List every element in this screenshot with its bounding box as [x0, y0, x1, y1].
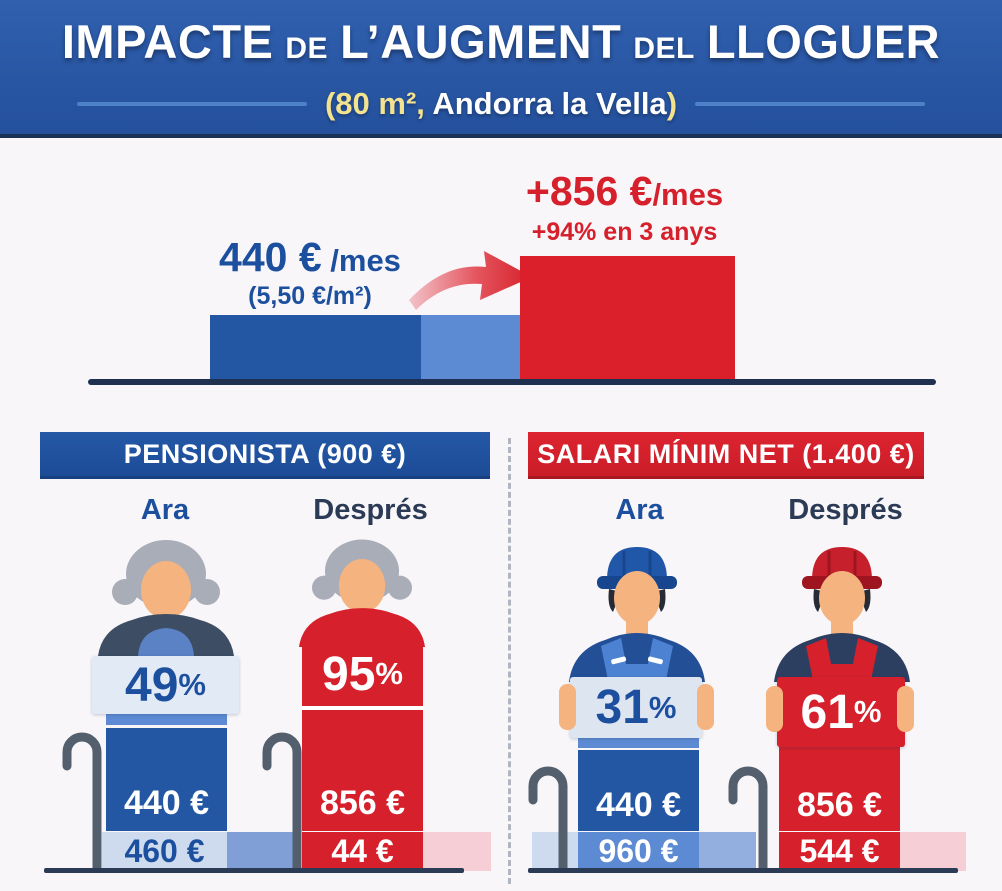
increase-arrow-icon [409, 251, 532, 310]
remaining-value: 460 € [124, 833, 205, 869]
percentage-value: 61 [800, 685, 854, 739]
salari-ara-band-extension-left [532, 832, 578, 871]
percentage-value: 95 [322, 647, 376, 701]
worker-red-icon [774, 547, 910, 682]
rent-value: 856 € [796, 786, 883, 824]
salari-despres-rent-column: 856 € [779, 745, 900, 831]
subtitle-city: Andorra la Vella [432, 86, 667, 121]
pensionista-ara-remaining-band: 460 € [102, 832, 227, 871]
pensionista-ara-rent-column: 440 € [106, 728, 227, 831]
bar-rent-before-extension [421, 315, 520, 382]
remaining-value: 44 € [331, 833, 394, 869]
bar-rent-before [210, 315, 421, 382]
rent-before-detail: (5,50 €/m²) [248, 282, 372, 310]
percent-sign: % [853, 694, 882, 729]
salari-ground-line [528, 868, 958, 873]
worker-hand-icon [697, 684, 714, 730]
elderly-woman-blue-icon [98, 540, 234, 656]
rent-before-unit: /mes [321, 243, 401, 278]
rent-after-detail: +94% en 3 anys [531, 218, 718, 246]
pensionista-despres-separator [302, 706, 423, 710]
pensionista-despres-label: Després [313, 494, 428, 526]
page-title: IMPACTE DE L’AUGMENT DEL LLOGUER [0, 14, 1002, 69]
percent-sign: % [375, 656, 403, 691]
worker-blue-icon [569, 547, 705, 682]
subtitle-text: (80 m², Andorra la Vella) [325, 86, 677, 122]
title-word: L’AUGMENT [340, 15, 622, 68]
pensionista-banner: PENSIONISTA (900 €) [40, 432, 490, 479]
percentage-value: 31 [595, 681, 649, 734]
rent-value: 440 € [595, 786, 682, 824]
percent-sign: % [178, 667, 206, 702]
rent-after-unit: /mes [652, 177, 724, 212]
pensionista-despres-remaining-band: 44 € [302, 832, 423, 871]
salari-ara-remaining-band: 960 € [578, 832, 699, 871]
salari-despres-label: Després [788, 494, 903, 526]
rent-value: 856 € [319, 784, 406, 822]
chart-baseline [88, 379, 936, 385]
page-subtitle: (80 m², Andorra la Vella) [0, 86, 1002, 122]
remaining-value: 960 € [598, 833, 679, 869]
title-word-small: DEL [633, 32, 695, 65]
subtitle-paren: ) [666, 86, 678, 121]
cane-icon [262, 732, 302, 872]
pensionista-despres-band-extension [423, 832, 491, 871]
pensionista-ara-label: Ara [140, 494, 190, 526]
subtitle-size: (80 m², [324, 86, 433, 121]
salari-ara-label: Ara [615, 494, 664, 526]
rent-after-price: +856 € [525, 168, 653, 214]
percentage-value: 49 [125, 658, 179, 712]
salari-ara-percentage: 31% [570, 677, 702, 738]
worker-hand-icon [897, 686, 914, 732]
section-divider [508, 438, 511, 884]
title-word: IMPACTE [61, 15, 274, 68]
salari-minim-banner: SALARI MÍNIM NET (1.400 €) [528, 432, 924, 479]
salari-despres-percentage: 61% [777, 677, 905, 747]
pensionista-ara-band-extension [227, 832, 301, 871]
elderly-woman-red-icon [299, 539, 425, 647]
rent-after-label: +856 €/mes [502, 168, 747, 215]
salari-despres-remaining-band: 544 € [779, 832, 900, 871]
pensionista-despres-rent-column: 856 € [302, 710, 423, 831]
subtitle-left-rule [76, 102, 307, 106]
worker-hand-icon [766, 686, 783, 732]
pensionista-ara-stripe [106, 714, 227, 725]
pensionista-ground-line [44, 868, 464, 873]
title-word-small: DE [285, 32, 329, 65]
salari-ara-rent-column: 440 € [578, 750, 699, 831]
worker-hand-icon [559, 684, 576, 730]
pensionista-ara-percentage: 49% [92, 656, 239, 714]
pensionista-despres-percentage: 95% [302, 642, 423, 706]
header-band: IMPACTE DE L’AUGMENT DEL LLOGUER (80 m²,… [0, 0, 1002, 138]
cane-icon [62, 732, 102, 872]
title-word: LLOGUER [706, 15, 941, 68]
cane-icon [728, 766, 768, 872]
cane-icon [528, 766, 568, 872]
subtitle-right-rule [695, 102, 926, 106]
bar-rent-after [520, 256, 735, 382]
rent-value: 440 € [123, 784, 210, 822]
salari-despres-band-extension [900, 832, 966, 871]
rent-before-price: 440 € [219, 234, 322, 280]
percent-sign: % [648, 689, 677, 725]
salari-ara-band-extension-right [699, 832, 756, 871]
remaining-value: 544 € [799, 833, 880, 869]
salari-ara-stripe [578, 738, 699, 748]
rent-before-label: 440 € /mes [180, 234, 440, 281]
